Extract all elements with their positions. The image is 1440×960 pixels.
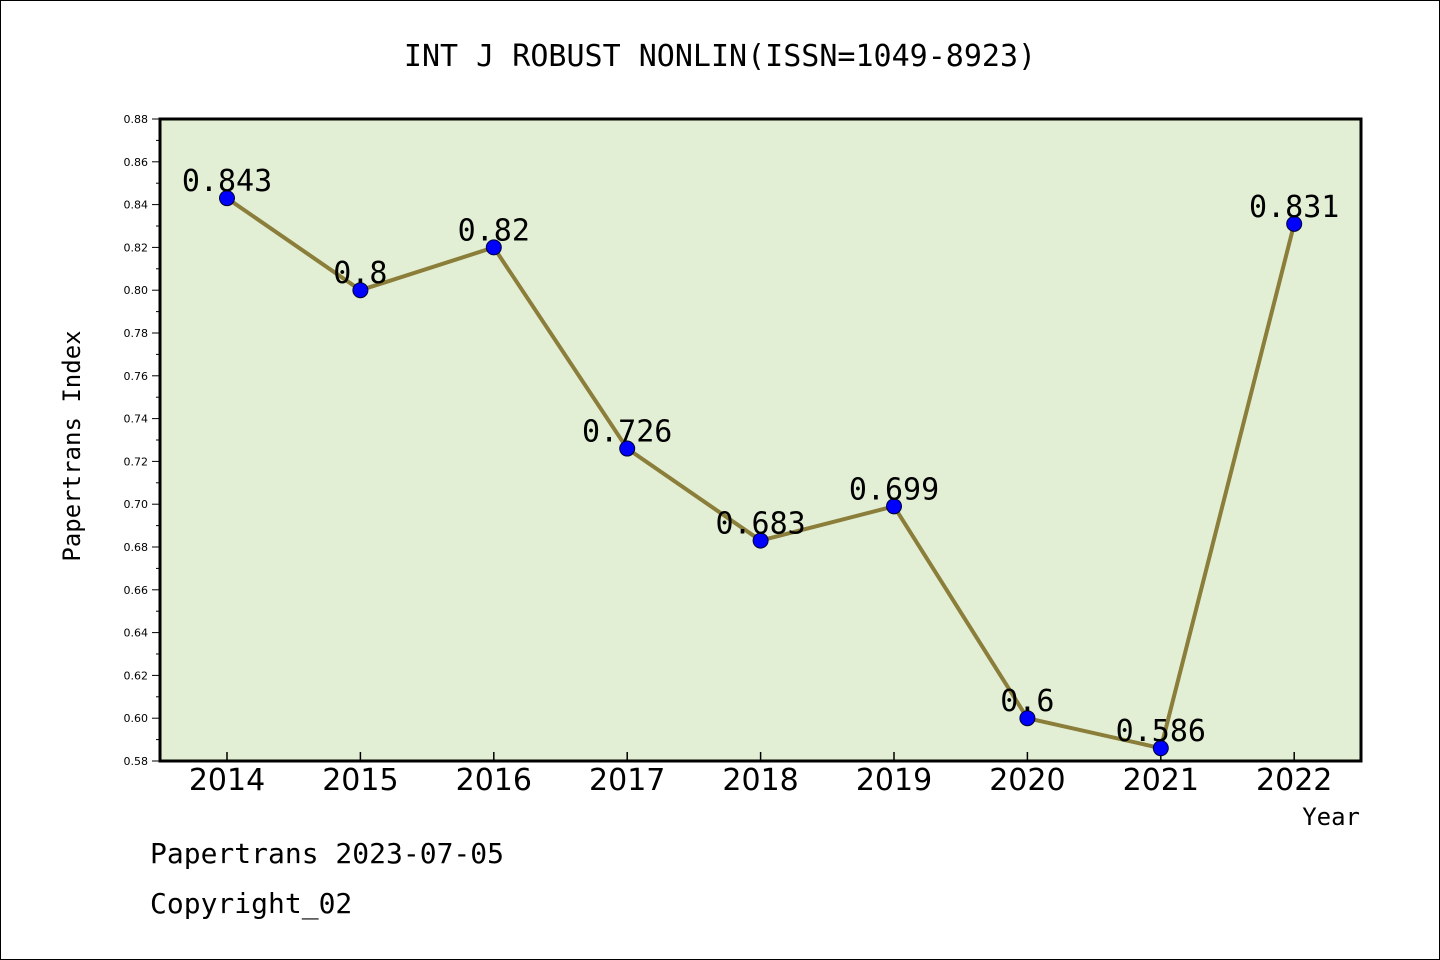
x-tick-label: 2018 — [722, 763, 798, 798]
y-tick-label: 0.74 — [124, 413, 149, 426]
y-tick-label: 0.62 — [124, 669, 149, 682]
x-axis: 2014 2015 2016 2017 2018 2019 2020 2021 2022 — [189, 752, 1332, 798]
y-tick-label: 0.88 — [124, 113, 149, 126]
x-tick-label: 2017 — [589, 763, 665, 798]
data-point — [352, 282, 369, 299]
data-label: 0.726 — [582, 415, 672, 450]
x-tick-label: 2015 — [322, 763, 398, 798]
x-axis-label: Year — [1302, 803, 1360, 831]
y-tick-label: 0.82 — [124, 241, 149, 254]
data-label: 0.8 — [333, 256, 387, 291]
plot-border — [158, 117, 1363, 763]
data-label: 0.82 — [458, 213, 530, 248]
y-axis: 0.58 0.60 0.62 0.64 0.66 0.68 0.70 0.72 0.74 0.76… — [124, 113, 160, 768]
footer-copyright: Copyright_02 — [150, 887, 352, 921]
data-label: 0.843 — [182, 164, 272, 199]
data-point — [752, 532, 769, 549]
x-tick-label: 2019 — [856, 763, 932, 798]
data-label: 0.699 — [849, 472, 939, 507]
x-tick-label: 2022 — [1256, 763, 1332, 798]
series-papertrans-index — [219, 190, 1303, 757]
footer-date: Papertrans 2023-07-05 — [150, 837, 504, 870]
y-tick-label: 0.68 — [124, 541, 149, 554]
x-tick-label: 2014 — [189, 763, 265, 798]
data-point — [219, 190, 235, 207]
y-tick-label: 0.76 — [124, 370, 149, 383]
data-point — [1152, 740, 1169, 757]
data-point — [886, 498, 902, 515]
y-tick-label: 0.64 — [124, 627, 149, 640]
y-tick-label: 0.84 — [124, 199, 149, 212]
data-label: 0.831 — [1249, 190, 1339, 225]
x-tick-label: 2021 — [1123, 763, 1199, 798]
y-tick-label: 0.58 — [124, 755, 149, 768]
data-point — [485, 239, 502, 256]
y-axis-label: Papertrans Index — [58, 330, 86, 561]
y-tick-label: 0.60 — [124, 712, 149, 725]
x-tick-label: 2016 — [456, 763, 532, 798]
data-point — [1019, 710, 1036, 727]
y-tick-label: 0.66 — [124, 584, 149, 597]
y-tick-label: 0.86 — [124, 156, 149, 169]
y-tick-label: 0.80 — [124, 284, 149, 297]
chart-title: INT J ROBUST NONLIN(ISSN=1049-8923) — [404, 39, 1036, 74]
x-tick-label: 2020 — [989, 763, 1065, 798]
data-point — [1286, 215, 1303, 232]
plot-area — [160, 119, 1361, 761]
data-label: 0.6 — [1000, 684, 1054, 719]
data-label: 0.683 — [715, 507, 805, 542]
y-tick-label: 0.78 — [124, 327, 149, 340]
data-label: 0.586 — [1116, 714, 1206, 749]
y-tick-label: 0.70 — [124, 498, 149, 511]
data-point — [619, 440, 636, 457]
data-labels: 0.843 0.8 0.82 0.726 0.683 0.699 0.6 0.586 0.831 — [182, 164, 1340, 749]
y-tick-label: 0.72 — [124, 455, 149, 468]
